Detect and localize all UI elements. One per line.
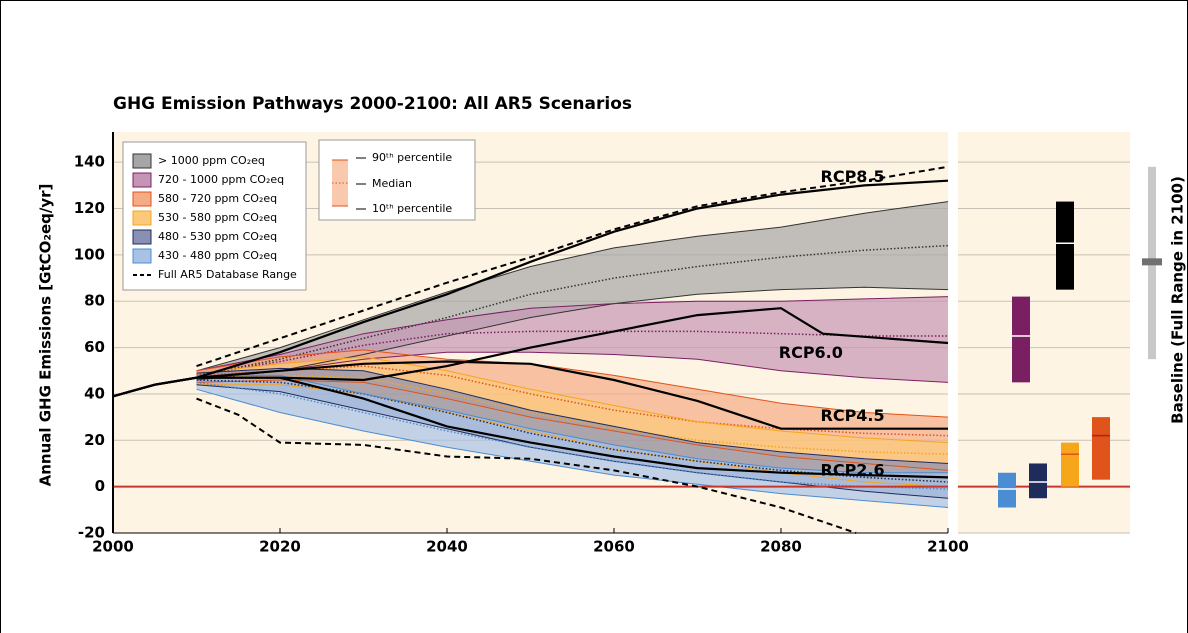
- p90-line: [196, 374, 948, 474]
- y-tick-label: 60: [84, 338, 105, 356]
- baseline-median: [1142, 258, 1162, 266]
- legend-box: [122, 141, 307, 291]
- p90-line: [196, 356, 949, 444]
- legend-swatch: [132, 210, 152, 226]
- y-tick-label: 20: [84, 431, 105, 449]
- rcp-label: RCP4.5: [821, 406, 885, 425]
- legend-label: 10ᵗʰ percentile: [372, 202, 452, 215]
- median-line: [196, 365, 949, 437]
- legend-label: 480 - 530 ppm CO₂eq: [158, 230, 277, 243]
- p10-line: [196, 286, 949, 381]
- x-tick-label: 2000: [92, 538, 134, 556]
- p90-line: [196, 201, 949, 372]
- y-tick-label: 120: [74, 199, 105, 217]
- p10-line: [196, 388, 949, 508]
- legend-swatch: [132, 153, 152, 169]
- full-range-line: [196, 397, 857, 534]
- range-box: [1029, 463, 1047, 499]
- x-tick-label: 2020: [259, 538, 301, 556]
- y-tick-label: 100: [74, 245, 105, 263]
- legend-label: 90ᵗʰ percentile: [372, 151, 452, 164]
- x-tick-label: 2100: [927, 538, 969, 556]
- range-box: [998, 472, 1016, 508]
- range-box: [1012, 296, 1030, 383]
- legend-label: > 1000 ppm CO₂eq: [158, 154, 265, 167]
- x-tick-label: 2060: [593, 538, 635, 556]
- y-tick-label: -20: [78, 524, 105, 542]
- rcp-label: RCP6.0: [779, 343, 843, 362]
- p10-line: [196, 351, 949, 383]
- x-tick-label: 2080: [760, 538, 802, 556]
- median-line: [196, 381, 949, 490]
- legend-label: 580 - 720 ppm CO₂eq: [158, 192, 277, 205]
- y-axis-label: Annual GHG Emissions [GtCO₂eq/yr]: [37, 184, 55, 487]
- median-line: [196, 244, 949, 377]
- legend-swatch: [132, 172, 152, 188]
- rcp-label: RCP8.5: [821, 167, 885, 186]
- p90-line: [196, 349, 949, 418]
- range-box: [1056, 201, 1074, 290]
- baseline-label: Baseline (Full Range in 2100): [1169, 176, 1187, 424]
- rcp-line: [112, 376, 949, 479]
- legend-swatch: [132, 191, 152, 207]
- chart-title: GHG Emission Pathways 2000-2100: All AR5…: [113, 94, 632, 114]
- p10-line: [196, 384, 949, 488]
- y-tick-label: 140: [74, 153, 105, 171]
- range-box: [1092, 417, 1110, 480]
- legend-label: Median: [372, 177, 412, 190]
- p90-line: [196, 367, 949, 464]
- legend-swatch: [132, 248, 152, 264]
- x-tick-label: 2040: [426, 538, 468, 556]
- y-tick-label: 40: [84, 384, 105, 402]
- legend-label: 430 - 480 ppm CO₂eq: [158, 249, 277, 262]
- rcp-label: RCP2.6: [821, 461, 885, 480]
- legend-label: Full AR5 Database Range: [158, 268, 297, 281]
- y-tick-label: 80: [84, 292, 105, 310]
- legend-label: 530 - 580 ppm CO₂eq: [158, 211, 277, 224]
- full-range-line: [196, 165, 949, 368]
- p90-line: [196, 296, 949, 372]
- legend-label: 720 - 1000 ppm CO₂eq: [158, 173, 284, 186]
- legend-swatch: [132, 229, 152, 245]
- y-tick-label: 0: [95, 477, 105, 495]
- range-box: [1061, 442, 1079, 487]
- p10-line: [196, 379, 949, 471]
